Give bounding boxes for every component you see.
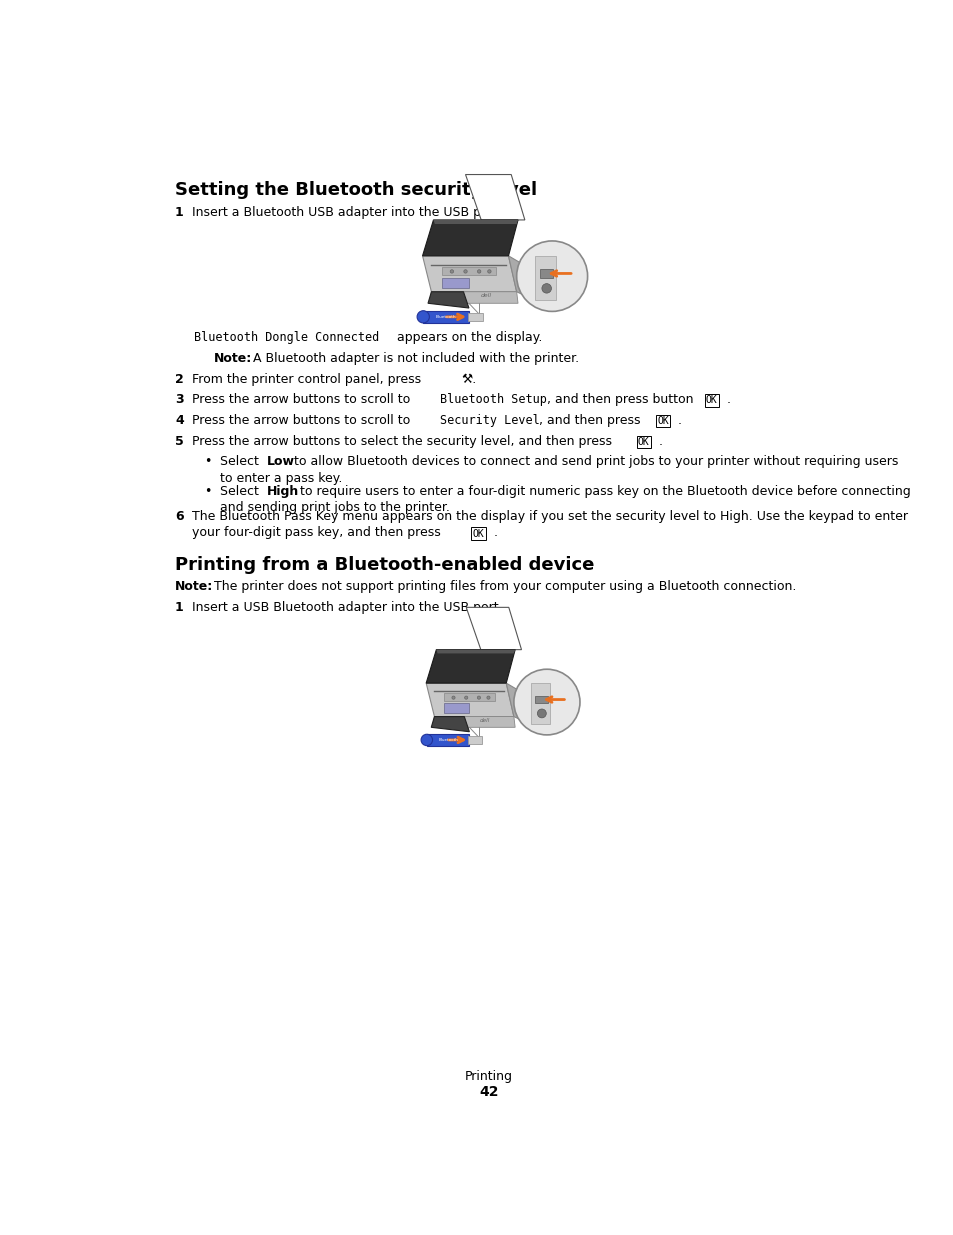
Polygon shape — [443, 703, 469, 713]
Text: to allow Bluetooth devices to connect and send print jobs to your printer withou: to allow Bluetooth devices to connect an… — [290, 456, 897, 468]
Polygon shape — [436, 650, 515, 653]
Text: 1: 1 — [174, 206, 184, 219]
Polygon shape — [531, 683, 550, 724]
Circle shape — [463, 269, 467, 273]
Text: Note:: Note: — [213, 352, 252, 366]
Circle shape — [452, 697, 455, 699]
Circle shape — [517, 241, 587, 311]
Text: Press the arrow buttons to scroll to: Press the arrow buttons to scroll to — [192, 414, 414, 427]
Circle shape — [486, 697, 490, 699]
Text: High: High — [266, 484, 298, 498]
Polygon shape — [465, 174, 524, 220]
Text: .: . — [493, 526, 497, 540]
Polygon shape — [422, 256, 517, 291]
Text: •: • — [204, 456, 212, 468]
Polygon shape — [441, 267, 496, 275]
Polygon shape — [468, 736, 481, 743]
Polygon shape — [426, 650, 515, 683]
Polygon shape — [535, 256, 555, 300]
Text: .: . — [726, 393, 730, 406]
Text: , and then press button: , and then press button — [546, 393, 697, 406]
Text: .: . — [658, 435, 662, 447]
Text: 2: 2 — [174, 373, 184, 387]
Text: appears on the display.: appears on the display. — [393, 331, 541, 345]
Text: 42: 42 — [478, 1086, 498, 1099]
Text: to enter a pass key.: to enter a pass key. — [220, 472, 342, 484]
Text: Bluetooth Dongle Connected: Bluetooth Dongle Connected — [194, 331, 379, 345]
Text: 5: 5 — [174, 435, 184, 447]
Circle shape — [420, 735, 432, 746]
Text: A Bluetooth adapter is not included with the printer.: A Bluetooth adapter is not included with… — [253, 352, 578, 366]
Polygon shape — [467, 312, 482, 321]
Text: Bluetooth: Bluetooth — [436, 315, 456, 319]
Circle shape — [416, 311, 429, 322]
Text: Bluetooth Setup: Bluetooth Setup — [439, 393, 546, 406]
Polygon shape — [423, 311, 469, 322]
Polygon shape — [535, 695, 548, 703]
Polygon shape — [539, 269, 553, 278]
Polygon shape — [441, 278, 469, 288]
Text: Bluetooth: Bluetooth — [438, 739, 457, 742]
Text: , and then press: , and then press — [538, 414, 644, 427]
Circle shape — [537, 709, 546, 718]
Circle shape — [541, 284, 551, 293]
Text: .: . — [678, 414, 681, 427]
Circle shape — [476, 269, 480, 273]
Polygon shape — [431, 716, 469, 731]
Circle shape — [450, 269, 453, 273]
Polygon shape — [432, 716, 515, 727]
Polygon shape — [429, 291, 517, 304]
Text: and sending print jobs to the printer.: and sending print jobs to the printer. — [220, 501, 450, 514]
Text: 6: 6 — [174, 510, 184, 524]
Text: The printer does not support printing files from your computer using a Bluetooth: The printer does not support printing fi… — [213, 580, 796, 593]
Circle shape — [514, 669, 579, 735]
Polygon shape — [433, 220, 517, 224]
Text: From the printer control panel, press: From the printer control panel, press — [192, 373, 425, 387]
Text: 3: 3 — [174, 393, 184, 406]
Text: Low: Low — [266, 456, 294, 468]
Polygon shape — [428, 291, 469, 308]
Text: 4: 4 — [174, 414, 184, 427]
Text: Printing from a Bluetooth-enabled device: Printing from a Bluetooth-enabled device — [174, 556, 594, 573]
Text: your four-digit pass key, and then press: your four-digit pass key, and then press — [192, 526, 444, 540]
Text: dell: dell — [479, 718, 490, 722]
Text: OK: OK — [657, 416, 668, 426]
Polygon shape — [508, 256, 526, 296]
Polygon shape — [506, 683, 523, 721]
Text: Note:: Note: — [174, 580, 213, 593]
Text: Select: Select — [220, 484, 263, 498]
Text: Printing: Printing — [464, 1070, 513, 1083]
Text: Select: Select — [220, 456, 263, 468]
Circle shape — [487, 269, 491, 273]
Text: Press the arrow buttons to scroll to: Press the arrow buttons to scroll to — [192, 393, 414, 406]
Text: ⚒.: ⚒. — [461, 373, 476, 387]
Text: Insert a USB Bluetooth adapter into the USB port.: Insert a USB Bluetooth adapter into the … — [192, 601, 502, 614]
Text: OK: OK — [637, 437, 649, 447]
Text: The Bluetooth Pass Key menu appears on the display if you set the security level: The Bluetooth Pass Key menu appears on t… — [192, 510, 907, 524]
Text: dell: dell — [480, 294, 491, 299]
Text: OK: OK — [472, 529, 484, 538]
Text: OK: OK — [705, 395, 717, 405]
Polygon shape — [443, 693, 495, 701]
Polygon shape — [422, 220, 517, 256]
Circle shape — [476, 697, 480, 699]
Circle shape — [464, 697, 467, 699]
Polygon shape — [426, 735, 469, 746]
Polygon shape — [466, 608, 521, 650]
Text: Press the arrow buttons to select the security level, and then press: Press the arrow buttons to select the se… — [192, 435, 616, 447]
Text: Setting the Bluetooth security level: Setting the Bluetooth security level — [174, 182, 537, 199]
Text: to require users to enter a four-digit numeric pass key on the Bluetooth device : to require users to enter a four-digit n… — [295, 484, 910, 498]
Text: Security Level: Security Level — [439, 414, 539, 427]
Polygon shape — [426, 683, 514, 716]
Text: •: • — [204, 484, 212, 498]
Text: Insert a Bluetooth USB adapter into the USB port.: Insert a Bluetooth USB adapter into the … — [192, 206, 502, 219]
Text: 1: 1 — [174, 601, 184, 614]
